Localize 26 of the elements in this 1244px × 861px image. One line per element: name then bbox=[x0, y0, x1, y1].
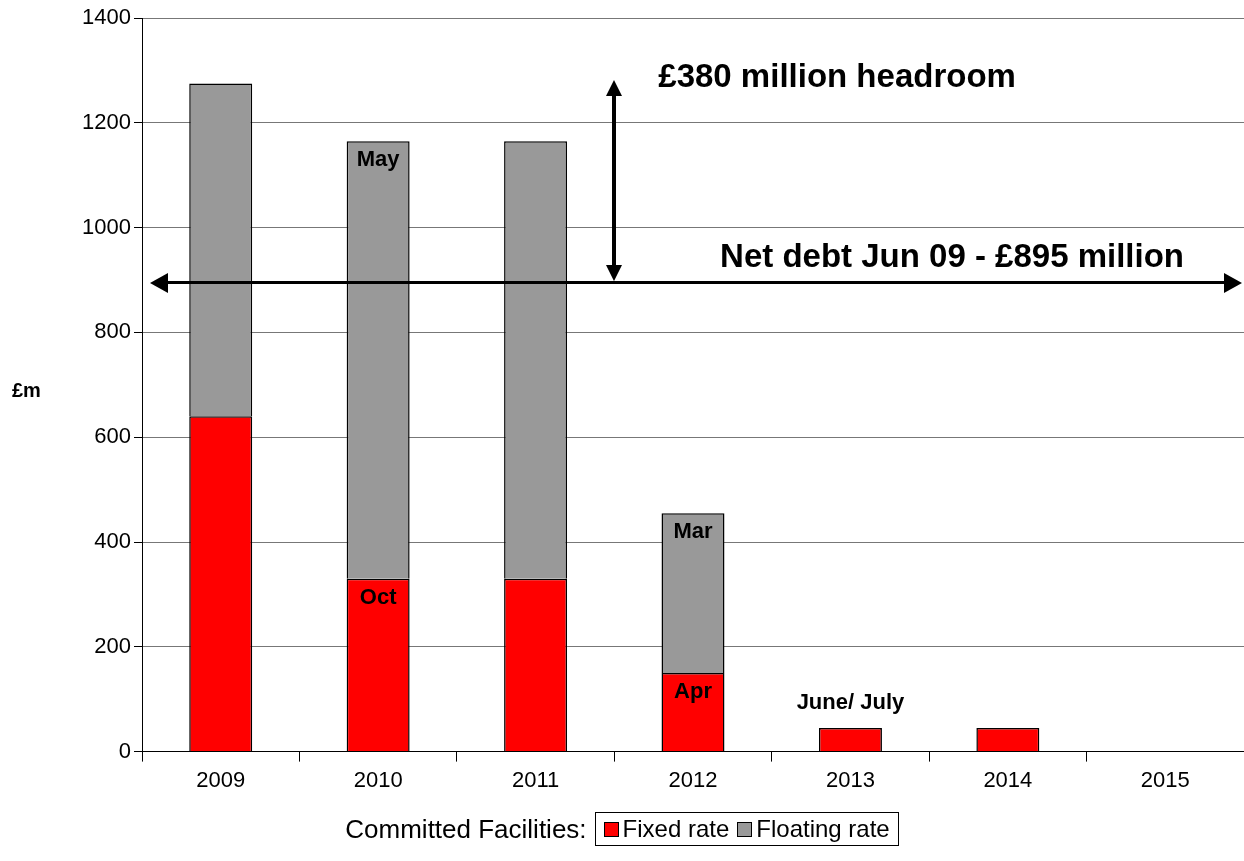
legend-label: Floating rate bbox=[756, 815, 890, 842]
x-tick-label: 2012 bbox=[668, 766, 718, 792]
y-axis-title: £m bbox=[12, 378, 41, 402]
y-tick-label: 400 bbox=[94, 528, 131, 554]
x-tick-label: 2010 bbox=[353, 766, 403, 792]
x-tick-label: 2015 bbox=[1140, 766, 1190, 792]
ref-line-label: Net debt Jun 09 - £895 million bbox=[720, 237, 1184, 275]
annotation: Oct bbox=[359, 583, 398, 609]
annotation: May bbox=[356, 146, 401, 172]
legend-title: Committed Facilities: bbox=[345, 813, 587, 845]
y-tick-label: 800 bbox=[94, 318, 131, 344]
y-tick-label: 600 bbox=[94, 423, 131, 449]
y-tick-label: 200 bbox=[94, 632, 131, 658]
x-tick-label: 2009 bbox=[196, 766, 246, 792]
x-tick-label: 2013 bbox=[825, 766, 875, 792]
x-tick-label: 2011 bbox=[511, 766, 560, 792]
annotation: Apr bbox=[674, 678, 713, 704]
y-tick-label: 0 bbox=[118, 737, 131, 763]
y-tick-label: 1200 bbox=[82, 108, 131, 134]
x-tick-label: 2014 bbox=[983, 766, 1033, 792]
annotation: Mar bbox=[673, 518, 713, 544]
annotation: £380 million headroom bbox=[658, 57, 1016, 95]
y-tick-label: 1400 bbox=[82, 4, 131, 30]
y-tick-label: 1000 bbox=[82, 213, 131, 239]
annotation: June/ July bbox=[796, 689, 905, 715]
legend-label: Fixed rate bbox=[622, 815, 730, 842]
